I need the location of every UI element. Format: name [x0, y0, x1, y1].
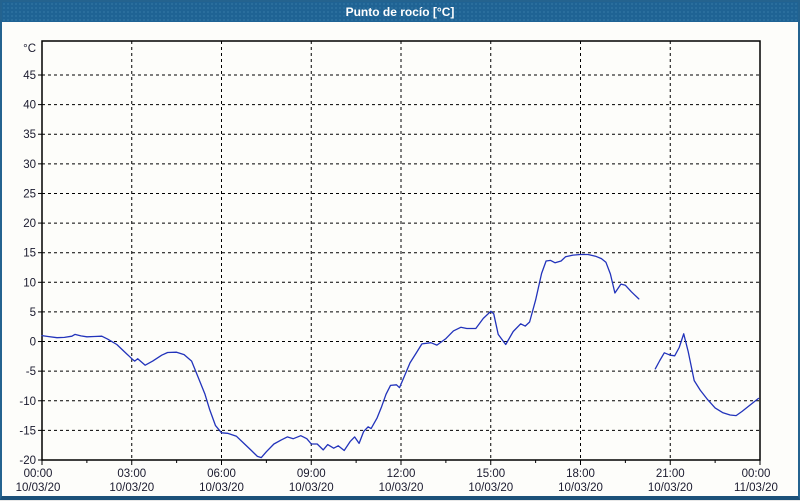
- y-tick-label: 0: [30, 337, 36, 349]
- x-tick-date-label: 10/03/20: [468, 482, 513, 494]
- dew-point-line-segment: [41, 253, 640, 459]
- x-tick-date-label: 10/03/20: [199, 482, 244, 494]
- y-tick-label: 15: [23, 248, 36, 260]
- x-tick-time-label: 18:00: [566, 468, 595, 480]
- dew-point-line-segment: [654, 333, 760, 417]
- x-tick-time-label: 09:00: [297, 468, 326, 480]
- y-tick-label: -10: [19, 396, 36, 408]
- x-tick-date-label: 10/03/20: [109, 482, 154, 494]
- y-tick-label: -15: [19, 425, 36, 437]
- y-tick-label: 45: [23, 70, 36, 82]
- chart-title: Punto de rocío [°C]: [345, 5, 455, 19]
- x-tick-date-label: 10/03/20: [16, 482, 61, 494]
- x-tick-time-label: 00:00: [742, 468, 771, 480]
- x-tick-date-label: 11/03/20: [734, 482, 778, 494]
- y-tick-label: 30: [23, 159, 36, 171]
- y-tick-label: 10: [23, 277, 36, 289]
- y-tick-label: -5: [26, 366, 36, 378]
- y-tick-label: -20: [19, 455, 36, 467]
- y-tick-label: 20: [23, 218, 36, 230]
- x-tick-time-label: 15:00: [476, 468, 505, 480]
- x-tick-date-label: 10/03/20: [558, 482, 603, 494]
- x-tick-time-label: 00:00: [24, 468, 53, 480]
- x-tick-time-label: 06:00: [207, 468, 236, 480]
- y-axis-unit-label: °C: [23, 43, 36, 55]
- x-tick-date-label: 10/03/20: [648, 482, 693, 494]
- chart-canvas: 45 40 35 30 25 20 15 10 5 0 -5 -10 -15 -20 °C 00:00 10/0…: [16, 40, 778, 494]
- y-tick-label: 5: [30, 307, 36, 319]
- x-tick-time-label: 03:00: [117, 468, 146, 480]
- y-tick-label: 25: [23, 188, 36, 200]
- title-bar: Punto de rocío [°C]: [2, 2, 798, 22]
- x-tick-time-label: 12:00: [387, 468, 416, 480]
- chart-area: 45 40 35 30 25 20 15 10 5 0 -5 -10 -15 -20 °C 00:00 10/0…: [2, 22, 798, 496]
- y-tick-label: 40: [23, 100, 36, 112]
- x-tick-time-label: 21:00: [656, 468, 685, 480]
- y-tick-label: 35: [23, 129, 36, 141]
- x-tick-date-label: 10/03/20: [379, 482, 424, 494]
- x-tick-date-label: 10/03/20: [289, 482, 334, 494]
